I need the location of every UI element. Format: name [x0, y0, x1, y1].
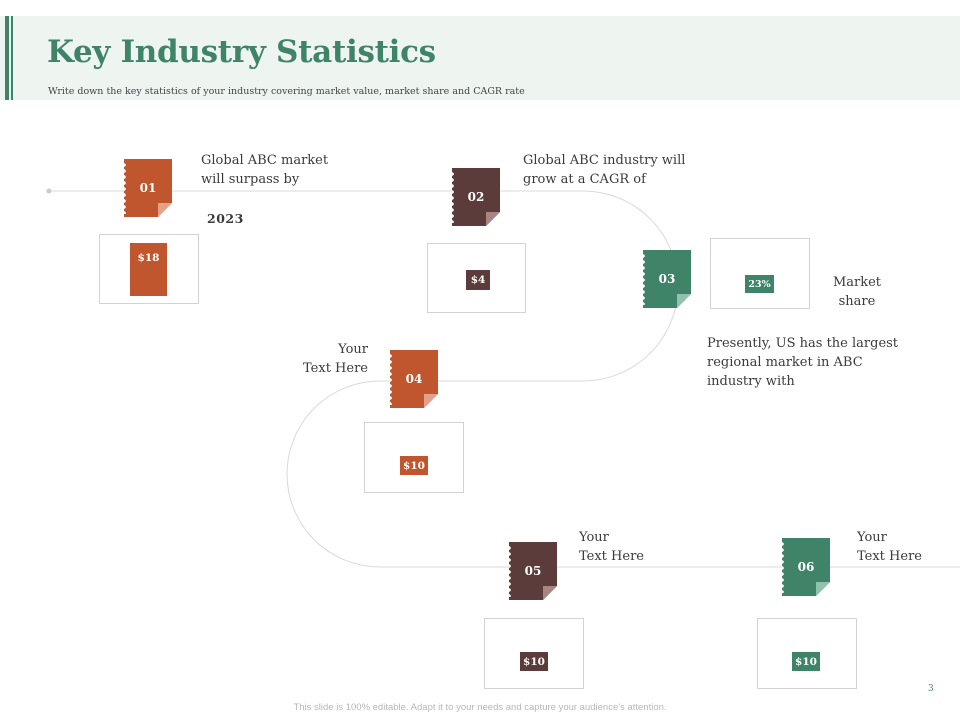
step-03-value-box — [710, 238, 810, 309]
step-number: 03 — [658, 272, 676, 286]
tag-perforation — [124, 162, 128, 214]
text-line: regional market in ABC — [707, 355, 863, 370]
text-line: Your — [857, 530, 887, 545]
step-02-value-box — [427, 243, 526, 313]
tag-perforation — [782, 541, 786, 593]
text-line: industry with — [707, 374, 795, 389]
tag-perforation — [643, 253, 647, 305]
page-number: 3 — [928, 684, 934, 694]
step-04-tag: 04 — [390, 350, 438, 408]
step-number: 01 — [139, 181, 157, 195]
text-line: share — [838, 294, 876, 309]
tag-perforation — [452, 171, 456, 223]
text-line: Market — [832, 275, 882, 290]
text-line: Text Here — [579, 549, 644, 564]
step-05-text: Your Text Here — [579, 528, 644, 566]
text-line: Your — [338, 342, 368, 357]
step-02-text: Global ABC industry will grow at a CAGR … — [523, 151, 685, 189]
step-03-value: 23% — [745, 275, 774, 293]
step-06-text: Your Text Here — [857, 528, 922, 566]
header-accent-bar-1 — [5, 16, 9, 100]
tag-perforation — [390, 353, 394, 405]
step-number: 05 — [524, 564, 542, 578]
step-02-value: $4 — [466, 270, 490, 290]
text-line: Your — [579, 530, 609, 545]
step-04-value: $10 — [400, 456, 428, 475]
step-01-value: $18 — [130, 243, 167, 296]
tag-perforation — [509, 545, 513, 597]
step-number: 02 — [467, 190, 485, 204]
step-04-text: Your Text Here — [296, 340, 368, 378]
header-band — [0, 16, 960, 100]
step-03-note: Presently, US has the largest regional m… — [707, 334, 898, 391]
step-06-value: $10 — [792, 652, 820, 671]
step-number: 04 — [405, 372, 423, 386]
page-title: Key Industry Statistics — [47, 34, 436, 70]
step-03-tag: 03 — [643, 250, 691, 308]
step-05-tag: 05 — [509, 542, 557, 600]
text-line: Text Here — [303, 361, 368, 376]
text-line: Text Here — [857, 549, 922, 564]
text-line: Global ABC industry will — [523, 153, 686, 168]
step-06-tag: 06 — [782, 538, 830, 596]
step-03-text: Market share — [826, 273, 888, 311]
text-line: grow at a CAGR of — [523, 172, 646, 187]
step-02-tag: 02 — [452, 168, 500, 226]
footer-disclaimer: This slide is 100% editable. Adapt it to… — [293, 702, 667, 713]
text-line: will surpass by — [201, 172, 300, 187]
path-line — [49, 190, 960, 568]
step-01-tag: 01 — [124, 159, 172, 217]
page-subtitle: Write down the key statistics of your in… — [48, 86, 525, 97]
step-number: 06 — [797, 560, 815, 574]
header-accent-bar-2 — [11, 16, 13, 100]
step-05-value: $10 — [520, 652, 548, 671]
text-line: Presently, US has the largest — [707, 336, 899, 351]
step-01-text: Global ABC market will surpass by — [201, 151, 328, 189]
text-line: Global ABC market — [201, 153, 329, 168]
step-01-year: 2023 — [207, 211, 244, 226]
